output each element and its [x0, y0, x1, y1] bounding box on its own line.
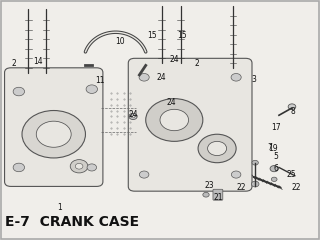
Text: 25: 25 [287, 170, 296, 179]
Text: 2: 2 [194, 59, 199, 68]
Circle shape [131, 115, 135, 118]
Circle shape [22, 110, 85, 158]
Circle shape [198, 134, 236, 163]
Circle shape [13, 163, 25, 172]
FancyBboxPatch shape [213, 189, 223, 200]
Text: 22: 22 [236, 183, 246, 192]
Text: 23: 23 [204, 181, 214, 190]
Circle shape [270, 166, 278, 172]
Text: 8: 8 [291, 107, 296, 116]
Text: 3: 3 [251, 75, 256, 84]
FancyBboxPatch shape [128, 58, 252, 191]
Text: 1: 1 [58, 203, 62, 212]
Text: 15: 15 [177, 31, 187, 40]
Text: 24: 24 [128, 110, 138, 119]
Text: 17: 17 [271, 123, 281, 132]
Circle shape [87, 164, 97, 171]
Circle shape [252, 160, 258, 165]
Text: E-7  CRANK CASE: E-7 CRANK CASE [4, 215, 139, 229]
Circle shape [146, 99, 203, 141]
Text: 6: 6 [273, 164, 278, 173]
Text: 24: 24 [170, 55, 179, 64]
Circle shape [86, 85, 98, 93]
Text: 19: 19 [268, 144, 277, 153]
Text: 5: 5 [273, 152, 278, 161]
Text: 11: 11 [95, 76, 104, 85]
Circle shape [231, 73, 241, 81]
Text: 14: 14 [33, 57, 43, 66]
Text: 2: 2 [12, 59, 16, 68]
Circle shape [288, 104, 296, 110]
Text: 21: 21 [214, 192, 223, 202]
Circle shape [13, 87, 25, 96]
Circle shape [140, 171, 149, 178]
Circle shape [75, 163, 83, 169]
Text: 15: 15 [147, 31, 157, 40]
Circle shape [36, 121, 71, 147]
Circle shape [160, 109, 188, 131]
Circle shape [129, 113, 137, 120]
Text: 7: 7 [267, 143, 272, 152]
Circle shape [203, 192, 209, 197]
Circle shape [271, 177, 277, 181]
Circle shape [251, 181, 259, 187]
Text: 10: 10 [116, 37, 125, 46]
Circle shape [70, 160, 88, 173]
Circle shape [139, 73, 149, 81]
Text: 22: 22 [292, 183, 301, 192]
Circle shape [231, 171, 241, 178]
Text: 24: 24 [166, 98, 176, 107]
Text: 24: 24 [157, 73, 166, 82]
FancyBboxPatch shape [4, 68, 103, 186]
Circle shape [208, 141, 227, 156]
